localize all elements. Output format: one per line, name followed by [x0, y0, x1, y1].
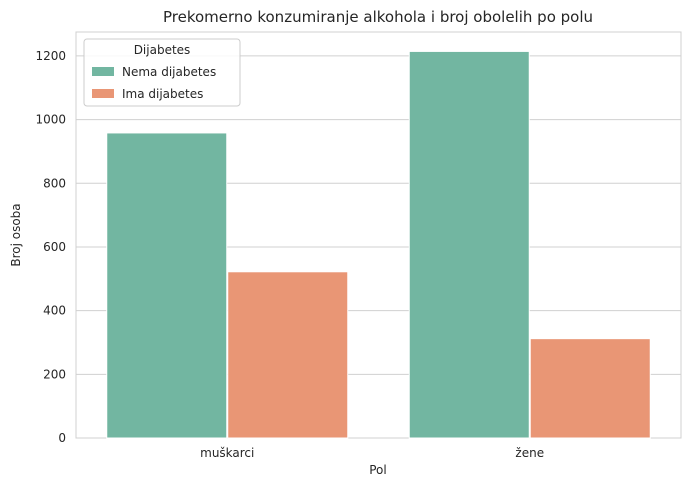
- bar-nema-dijabetes-0: [106, 132, 228, 439]
- x-tick-labels: muškarci žene: [200, 446, 544, 460]
- chart-title: Prekomerno konzumiranje alkohola i broj …: [163, 8, 593, 26]
- y-tick-label: 800: [43, 176, 66, 190]
- legend-swatch-nema-dijabetes: [92, 67, 114, 76]
- y-axis-label: Broj osoba: [9, 203, 23, 266]
- y-tick-label: 1000: [35, 113, 66, 127]
- legend-label-ima-dijabetes: Ima dijabetes: [122, 87, 203, 101]
- legend-box: [83, 38, 241, 107]
- y-tick-labels: 0 200 400 600 800 1000 1200: [35, 49, 66, 445]
- bars: [106, 50, 651, 439]
- bar-ima-dijabetes-1: [529, 338, 651, 439]
- legend-label-nema-dijabetes: Nema dijabetes: [122, 65, 216, 79]
- legend-swatch-ima-dijabetes: [92, 89, 114, 98]
- legend-title: Dijabetes: [134, 43, 191, 57]
- bar-ima-dijabetes-0: [227, 271, 349, 439]
- y-tick-label: 200: [43, 367, 66, 381]
- y-tick-label: 0: [58, 431, 66, 445]
- x-tick-label: žene: [515, 446, 544, 460]
- y-tick-label: 600: [43, 240, 66, 254]
- bar-nema-dijabetes-1: [408, 50, 530, 439]
- x-axis-label: Pol: [369, 463, 386, 477]
- y-tick-label: 1200: [35, 49, 66, 63]
- y-tick-label: 400: [43, 304, 66, 318]
- legend: Dijabetes Nema dijabetes Ima dijabetes: [83, 38, 241, 107]
- x-tick-label: muškarci: [200, 446, 254, 460]
